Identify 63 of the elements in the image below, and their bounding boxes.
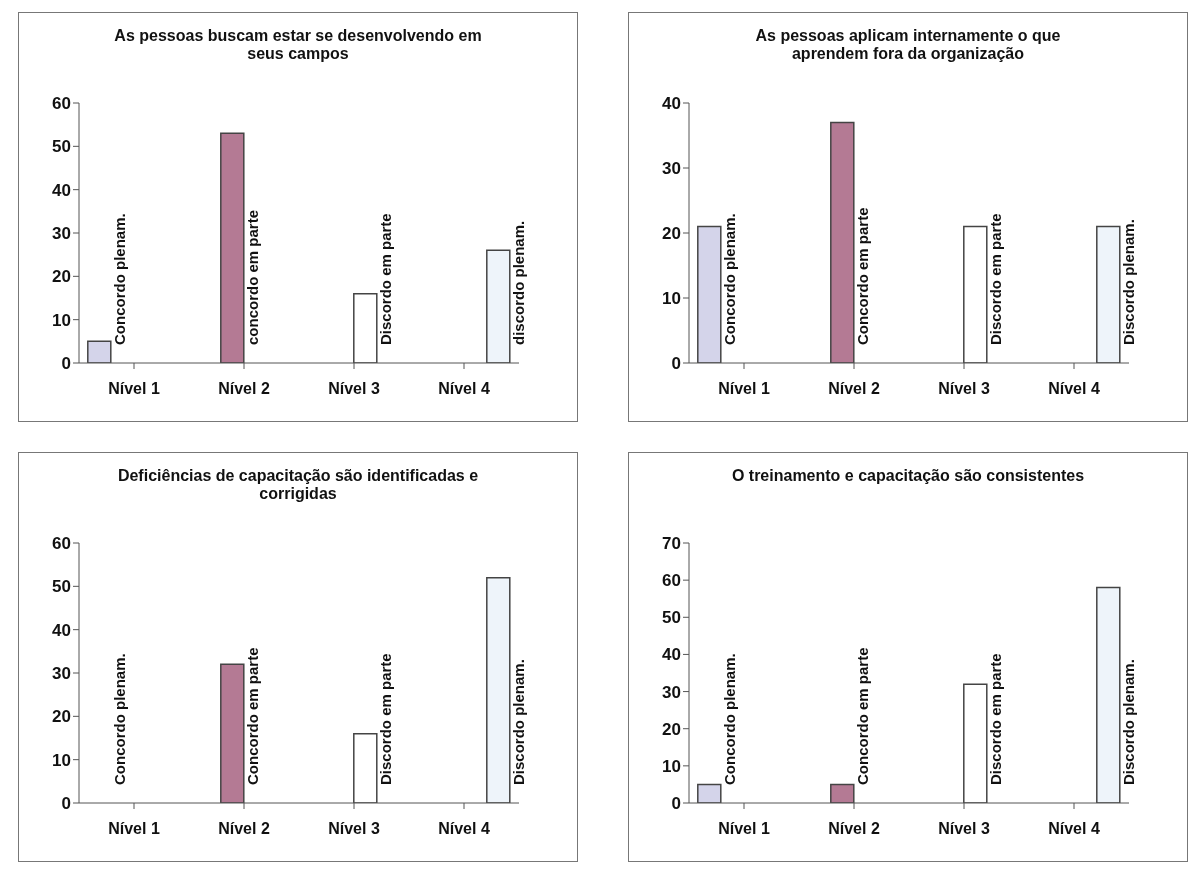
text: Discordo em parte [987, 653, 1005, 785]
y-tick-label: 50 [52, 137, 71, 157]
x-tick-label: Nível 4 [1048, 820, 1100, 838]
x-tick-label: Nível 3 [938, 820, 990, 838]
y-tick-label: 40 [52, 180, 71, 200]
y-tick-label: 70 [662, 534, 681, 554]
text: Concordo plenam. [110, 653, 128, 785]
text: Concordo plenam. [110, 213, 128, 345]
y-tick-label: 10 [662, 289, 681, 309]
text: Concordo plenam. [720, 213, 738, 345]
text: Discordo plenam. [1120, 659, 1138, 785]
y-tick-label: 0 [671, 794, 681, 814]
y-tick-label: 40 [662, 94, 681, 114]
text: Concordo em parte [244, 647, 261, 785]
x-tick-label: Nível 2 [218, 380, 270, 398]
x-tick-label: Nível 3 [938, 380, 990, 398]
x-tick-label: Nível 2 [828, 380, 880, 398]
chart-title: As pessoas buscam estar se desenvolvendo em seus campos [113, 26, 483, 64]
text: discordo plenam. [510, 220, 528, 345]
y-tick-label: 10 [662, 756, 681, 776]
x-tick-label: Nível 3 [328, 380, 380, 398]
text: Discordo em parte [377, 213, 395, 345]
y-tick-label: 0 [61, 354, 71, 374]
y-tick-label: 30 [52, 224, 71, 244]
x-tick-label: Nível 4 [438, 380, 490, 398]
text: concordo em parte [244, 209, 261, 345]
y-tick-label: 30 [662, 682, 681, 702]
chart-title: O treinamento e capacitação são consistentes [730, 466, 1086, 486]
y-tick-label: 30 [662, 159, 681, 179]
x-tick-label: Nível 1 [718, 820, 770, 838]
y-tick-label: 30 [52, 664, 71, 684]
x-tick-label: Nível 2 [218, 820, 270, 838]
y-tick-label: 10 [52, 750, 71, 770]
y-tick-label: 20 [662, 224, 681, 244]
x-tick-label: Nível 3 [328, 820, 380, 838]
text: Discordo em parte [377, 653, 395, 785]
text: Concordo plenam. [720, 653, 738, 785]
x-tick-label: Nível 1 [108, 380, 160, 398]
text: Discordo em parte [987, 213, 1005, 345]
text: Concordo em parte [854, 207, 871, 345]
y-tick-label: 50 [52, 577, 71, 597]
y-tick-label: 40 [662, 645, 681, 665]
y-tick-label: 10 [52, 310, 71, 330]
x-tick-label: Nível 4 [438, 820, 490, 838]
x-tick-label: Nível 2 [828, 820, 880, 838]
x-tick-label: Nível 1 [108, 820, 160, 838]
x-tick-label: Nível 4 [1048, 380, 1100, 398]
y-tick-label: 60 [662, 571, 681, 591]
text: Concordo em parte [854, 647, 871, 785]
y-tick-label: 20 [52, 707, 71, 727]
y-tick-label: 0 [61, 794, 71, 814]
y-tick-label: 60 [52, 94, 71, 114]
text: Discordo plenam. [1120, 219, 1138, 345]
text: Discordo plenam. [510, 659, 528, 785]
chart-title: Deficiências de capacitação são identificadas e corrigidas [116, 466, 480, 504]
y-tick-label: 20 [662, 719, 681, 739]
y-tick-label: 0 [671, 354, 681, 374]
x-tick-label: Nível 1 [718, 380, 770, 398]
y-tick-label: 60 [52, 534, 71, 554]
y-tick-label: 50 [662, 608, 681, 628]
y-tick-label: 20 [52, 267, 71, 287]
chart-title: As pessoas aplicam internamente o que aprendem fora da organização [754, 26, 1062, 64]
y-tick-label: 40 [52, 620, 71, 640]
